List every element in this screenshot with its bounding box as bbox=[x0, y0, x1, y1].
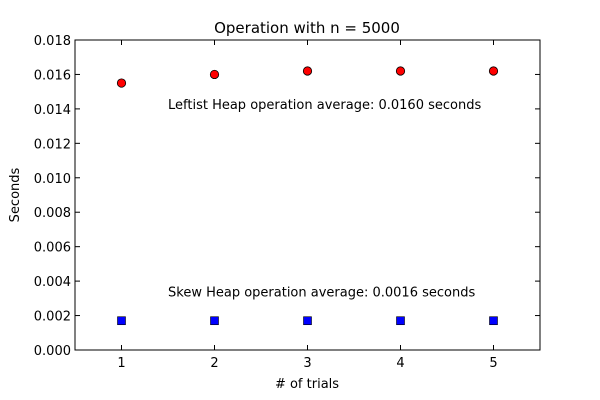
data-point-circle bbox=[209, 69, 220, 80]
y-tick-label: 0.018 bbox=[34, 34, 71, 49]
x-axis-ticks: 1 2 3 4 5 bbox=[117, 40, 498, 371]
data-point-square bbox=[210, 316, 219, 326]
y-axis-ticks: 0.000 0.002 0.004 0.006 0.008 0.010 0.012 0.014… bbox=[34, 34, 540, 359]
data-point-circle bbox=[488, 66, 499, 76]
data-point-circle bbox=[116, 78, 127, 88]
x-tick-label: 2 bbox=[210, 356, 218, 371]
y-tick-label: 0.016 bbox=[34, 68, 71, 83]
y-tick-label: 0.010 bbox=[34, 172, 71, 187]
y-tick-label: 0.000 bbox=[34, 344, 71, 359]
y-tick-label: 0.004 bbox=[34, 275, 71, 290]
annotations: Leftist Heap operation average: 0.0160 s… bbox=[168, 98, 481, 301]
annotation-text: Skew Heap operation average: 0.0016 seco… bbox=[168, 286, 475, 301]
x-tick-label: 3 bbox=[303, 356, 311, 371]
y-axis-label: Seconds bbox=[8, 167, 23, 222]
y-tick-label: 0.002 bbox=[34, 310, 71, 325]
data-point-square bbox=[303, 316, 312, 326]
annotation-text: Leftist Heap operation average: 0.0160 s… bbox=[168, 98, 481, 113]
x-tick-label: 5 bbox=[489, 356, 497, 371]
data-point-square bbox=[396, 316, 405, 326]
y-tick-label: 0.006 bbox=[34, 241, 71, 256]
data-point-square bbox=[489, 316, 498, 326]
data-point-square bbox=[117, 316, 126, 326]
y-tick-label: 0.012 bbox=[34, 137, 71, 152]
data-point-circle bbox=[302, 66, 313, 76]
data-markers bbox=[116, 66, 499, 326]
x-tick-label: 1 bbox=[117, 356, 125, 371]
x-tick-label: 4 bbox=[396, 356, 404, 371]
data-point-circle bbox=[395, 66, 406, 76]
y-tick-label: 0.008 bbox=[34, 206, 71, 221]
chart-title: Operation with n = 5000 bbox=[214, 19, 400, 37]
y-tick-label: 0.014 bbox=[34, 103, 71, 118]
x-axis-label: # of trials bbox=[275, 377, 339, 392]
